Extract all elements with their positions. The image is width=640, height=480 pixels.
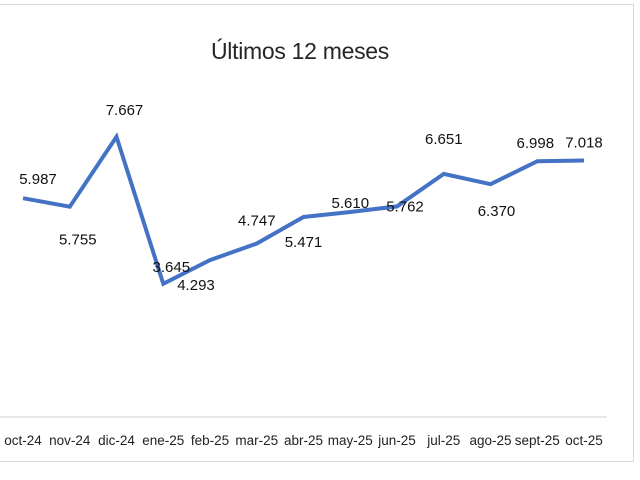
data-label: 4.747 [238, 213, 276, 230]
data-label: 6.651 [425, 131, 463, 148]
data-label: 7.018 [565, 135, 603, 152]
data-label: 6.370 [478, 203, 516, 220]
x-tick-label: feb-25 [191, 433, 229, 448]
data-label: 5.471 [285, 234, 323, 251]
x-tick-label: nov-24 [49, 433, 91, 448]
data-label: 5.755 [59, 232, 97, 249]
x-tick-label: oct-25 [565, 433, 603, 448]
x-tick-label: mar-25 [235, 433, 278, 448]
x-tick-label: jun-25 [377, 433, 416, 448]
chart-title: Últimos 12 meses [211, 38, 389, 64]
x-tick-label: jul-25 [426, 433, 460, 448]
x-axis-tick-labels: oct-24 nov-24 dic-24 ene-25 feb-25 mar-25 abr-… [4, 433, 603, 448]
data-label: 5.987 [19, 171, 57, 188]
x-tick-label: sept-25 [515, 433, 560, 448]
x-tick-label: ene-25 [142, 433, 184, 448]
series-line [22, 132, 585, 287]
x-tick-label: dic-24 [98, 433, 135, 448]
data-label: 6.998 [517, 135, 555, 152]
data-label: 4.293 [177, 277, 215, 294]
data-label: 5.610 [332, 195, 370, 212]
x-tick-label: ago-25 [469, 433, 511, 448]
chart-frame [0, 4, 634, 462]
data-label: 5.762 [386, 198, 424, 215]
x-tick-label: oct-24 [4, 433, 42, 448]
x-tick-label: may-25 [328, 433, 373, 448]
x-tick-label: abr-25 [284, 433, 323, 448]
data-label: 7.667 [106, 102, 144, 119]
data-label: 3.645 [153, 259, 191, 276]
